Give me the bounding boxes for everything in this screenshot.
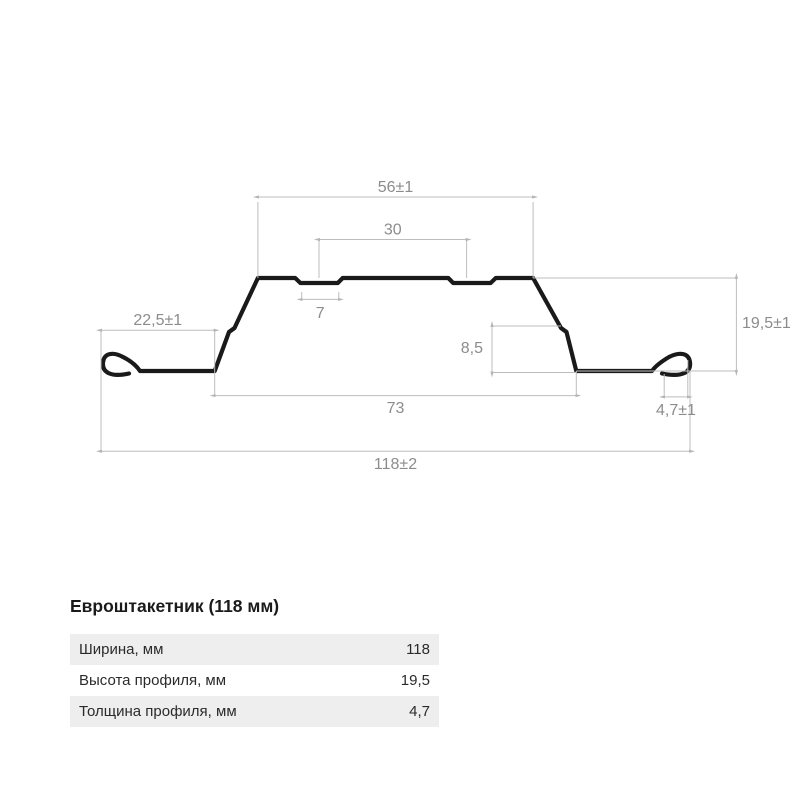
svg-text:56±1: 56±1	[378, 179, 414, 196]
svg-text:19,5±1: 19,5±1	[742, 315, 791, 332]
svg-text:30: 30	[384, 222, 402, 239]
svg-text:7: 7	[316, 305, 325, 322]
svg-text:73: 73	[387, 400, 405, 417]
svg-text:118±2: 118±2	[374, 456, 417, 473]
svg-text:4,7±1: 4,7±1	[656, 402, 696, 419]
svg-text:22,5±1: 22,5±1	[133, 312, 182, 329]
svg-text:8,5: 8,5	[461, 340, 483, 357]
